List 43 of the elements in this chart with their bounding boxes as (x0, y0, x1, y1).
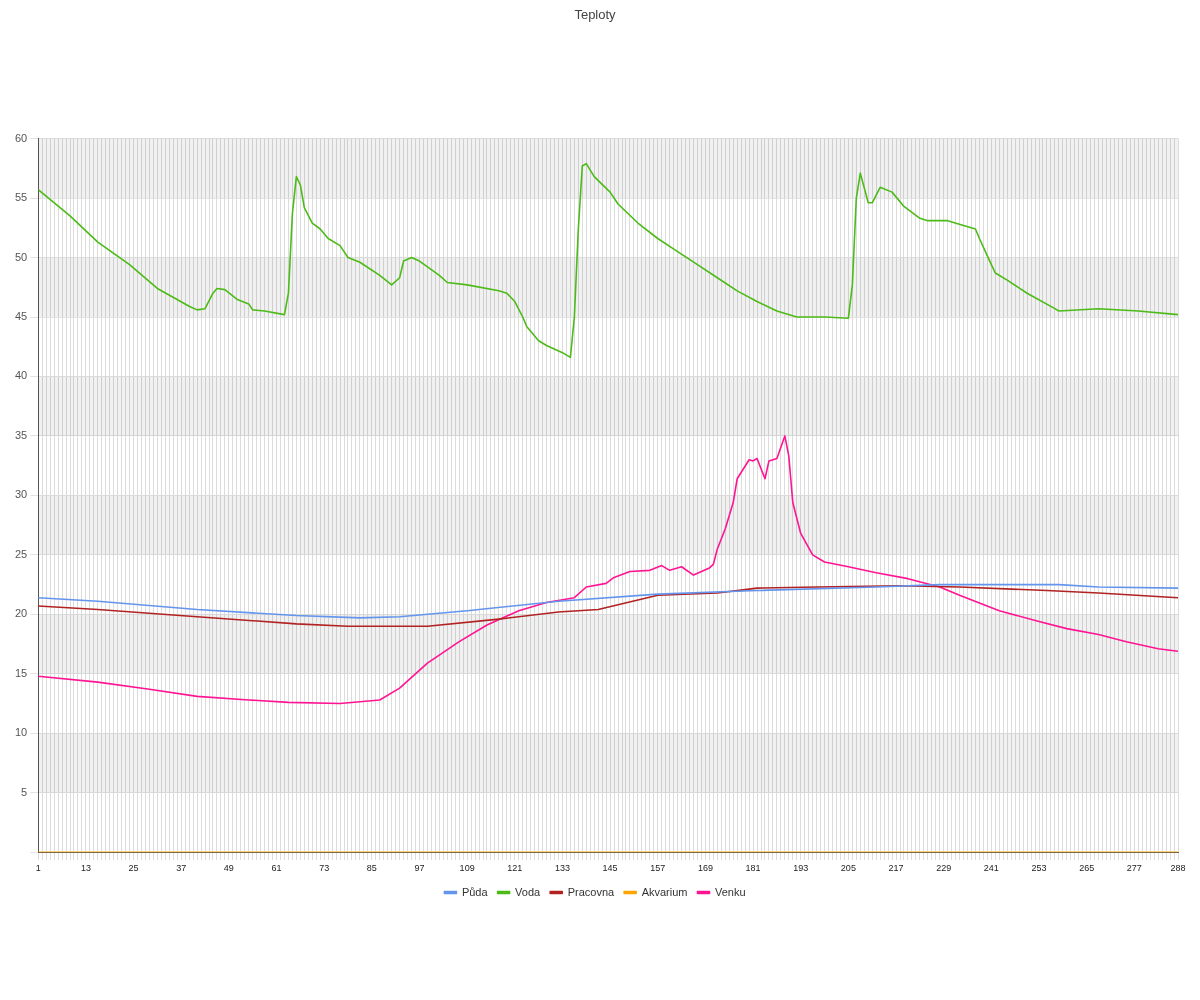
x-tick-label: 49 (223, 863, 234, 874)
y-tick-label: 55 (14, 191, 28, 204)
x-tick-label: 193 (793, 863, 809, 874)
y-tick-label: 35 (14, 428, 28, 441)
y-tick-label: 25 (14, 547, 28, 560)
chart-title: Teploty (574, 7, 617, 23)
x-tick-label: 25 (128, 863, 139, 874)
legend-label: Venku (715, 885, 746, 898)
x-tick-label: 265 (1079, 863, 1095, 874)
legend-label: Voda (515, 885, 542, 898)
x-tick-label: 13 (80, 863, 91, 874)
x-tick-label: 253 (1031, 863, 1047, 874)
y-tick-label: 60 (14, 131, 28, 144)
y-tick-label: 5 (21, 785, 28, 798)
x-tick-label: 121 (507, 863, 523, 874)
y-tick-label: 30 (14, 488, 28, 501)
y-tick-label: 45 (14, 310, 28, 323)
x-tick-label: 73 (319, 863, 330, 874)
x-tick-label: 37 (176, 863, 187, 874)
y-tick-label: 40 (14, 369, 28, 382)
x-tick-label: 97 (414, 863, 425, 874)
x-tick-label: 133 (554, 863, 570, 874)
x-tick-label: 145 (602, 863, 618, 874)
x-tick-label: 217 (888, 863, 904, 874)
y-tick-label: 10 (14, 726, 28, 739)
legend-label: Půda (461, 885, 489, 898)
x-tick-label: 157 (650, 863, 666, 874)
x-tick-label: 61 (271, 863, 282, 874)
x-tick-label: 169 (697, 863, 713, 874)
x-tick-label: 241 (983, 863, 999, 874)
legend-label: Pracovna (567, 885, 616, 898)
x-tick-label: 85 (366, 863, 377, 874)
legend-label: Akvarium (641, 885, 688, 898)
x-tick-label: 288 (1170, 863, 1186, 874)
x-tick-label: 229 (936, 863, 952, 874)
y-tick-label: 20 (14, 607, 28, 620)
y-tick-label: 15 (14, 666, 28, 679)
x-tick-label: 181 (745, 863, 761, 874)
x-tick-label: 205 (840, 863, 856, 874)
x-tick-label: 277 (1126, 863, 1142, 874)
y-tick-label: 50 (14, 250, 28, 263)
x-tick-label: 109 (459, 863, 475, 874)
x-tick-label: 1 (35, 863, 41, 874)
